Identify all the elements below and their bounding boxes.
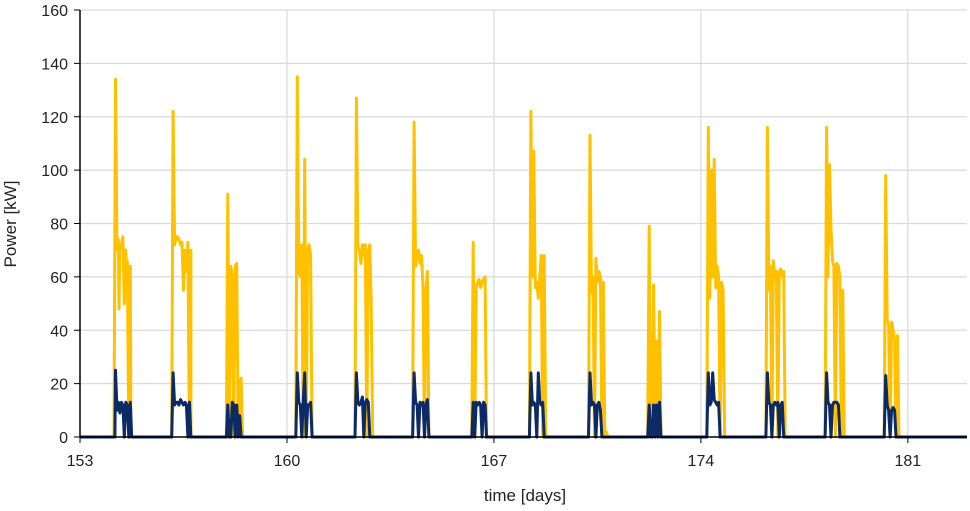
y-tick-label: 80 — [50, 217, 68, 234]
y-tick-label: 60 — [50, 270, 68, 287]
y-tick-label: 0 — [59, 430, 68, 447]
x-tick-label: 167 — [481, 453, 508, 470]
x-tick-label: 160 — [274, 453, 301, 470]
x-axis-title: time [days] — [484, 486, 566, 505]
y-tick-label: 100 — [41, 163, 68, 180]
y-tick-label: 20 — [50, 377, 68, 394]
x-tick-label: 174 — [688, 453, 715, 470]
x-tick-label: 153 — [67, 453, 94, 470]
y-tick-label: 140 — [41, 56, 68, 73]
y-tick-label: 40 — [50, 323, 68, 340]
y-axis-title: Power [kW] — [1, 181, 20, 268]
y-tick-label: 160 — [41, 3, 68, 20]
tick-labels: 0 20 40 60 80 100 120 140 160 153 160 167 174 181 — [41, 3, 921, 470]
series-lines — [80, 75, 967, 439]
x-tick-label: 181 — [895, 453, 922, 470]
y-tick-label: 120 — [41, 110, 68, 127]
axes — [74, 9, 967, 443]
series-line-1 — [80, 75, 967, 439]
